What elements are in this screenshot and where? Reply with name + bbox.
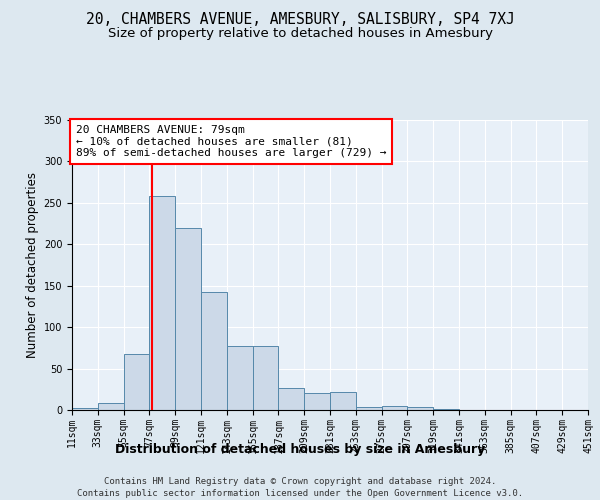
Bar (330, 392, 356, 410)
Bar (149, 196, 175, 410)
Bar (588, 408, 600, 410)
Bar (227, 346, 253, 410)
Bar (278, 388, 304, 410)
Text: 20, CHAMBERS AVENUE, AMESBURY, SALISBURY, SP4 7XJ: 20, CHAMBERS AVENUE, AMESBURY, SALISBURY… (86, 12, 514, 28)
Text: Size of property relative to detached houses in Amesbury: Size of property relative to detached ho… (107, 28, 493, 40)
Bar (201, 292, 227, 410)
Text: Distribution of detached houses by size in Amesbury: Distribution of detached houses by size … (115, 442, 485, 456)
Bar (304, 392, 330, 410)
Bar (253, 346, 278, 410)
Bar (98, 402, 124, 410)
Bar (72, 408, 98, 410)
Bar (124, 354, 149, 410)
Bar (433, 409, 459, 410)
Text: 20 CHAMBERS AVENUE: 79sqm
← 10% of detached houses are smaller (81)
89% of semi-: 20 CHAMBERS AVENUE: 79sqm ← 10% of detac… (76, 125, 386, 158)
Text: Contains HM Land Registry data © Crown copyright and database right 2024.: Contains HM Land Registry data © Crown c… (104, 478, 496, 486)
Bar (382, 406, 407, 410)
Text: Contains public sector information licensed under the Open Government Licence v3: Contains public sector information licen… (77, 489, 523, 498)
Bar (407, 406, 433, 410)
Bar (356, 406, 382, 410)
Y-axis label: Number of detached properties: Number of detached properties (26, 172, 40, 358)
Bar (175, 228, 201, 410)
